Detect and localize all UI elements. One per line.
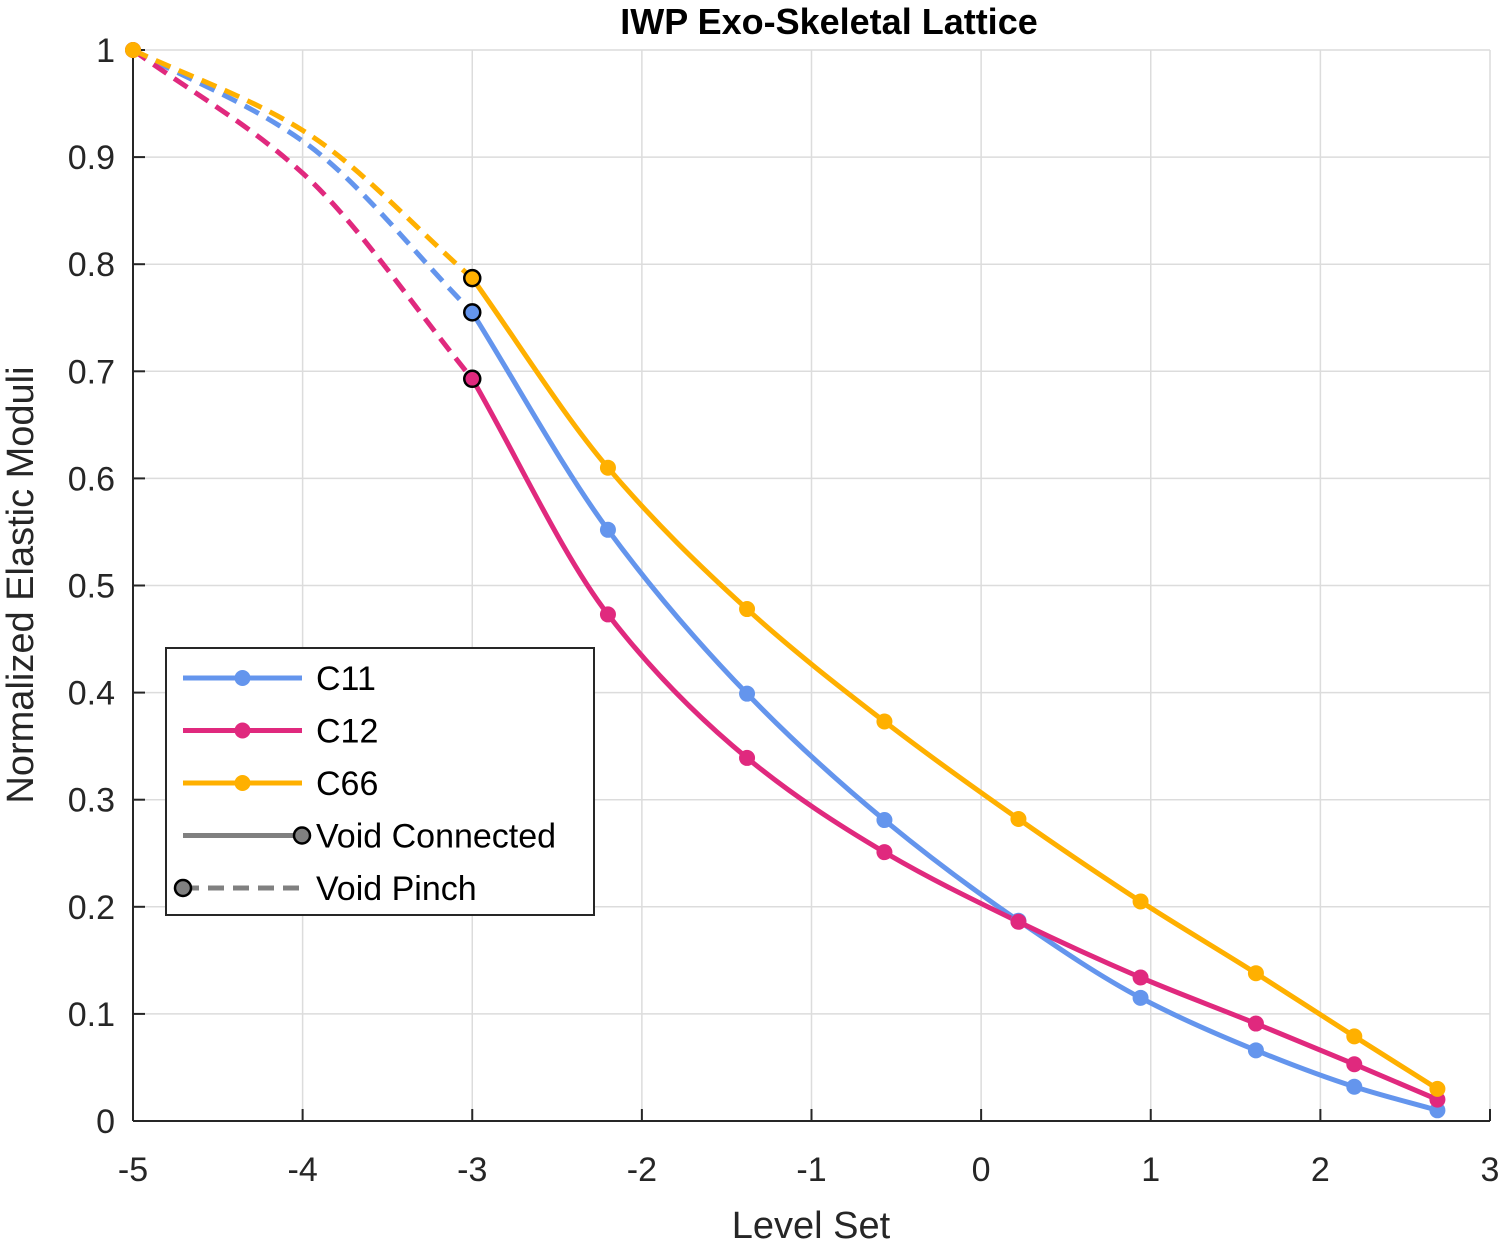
series-c66-point bbox=[1429, 1080, 1446, 1097]
series-c11-point bbox=[876, 812, 893, 829]
x-tick-label: -3 bbox=[457, 1151, 487, 1189]
axes bbox=[132, 49, 1491, 1122]
series-c12-point bbox=[739, 749, 756, 766]
series-c66-transition-point bbox=[463, 268, 482, 288]
series-c11-transition-point bbox=[463, 303, 482, 322]
legend-label: Void Connected bbox=[316, 818, 556, 856]
series-c66-point bbox=[125, 42, 141, 58]
series-c11-point bbox=[1247, 1042, 1264, 1059]
legend-marker bbox=[234, 775, 251, 791]
series-c66-connected-line bbox=[470, 276, 1439, 1091]
series-c66-point bbox=[1010, 810, 1027, 827]
y-tick-label: 1 bbox=[96, 32, 115, 70]
legend-item-c12: C12 bbox=[183, 713, 378, 751]
series-c12-connected-line bbox=[470, 377, 1439, 1102]
series-c12-markers bbox=[125, 42, 1446, 1108]
series-c66 bbox=[131, 47, 1439, 1091]
legend-item-c66: C66 bbox=[183, 765, 378, 803]
series-c66-markers bbox=[125, 42, 1446, 1097]
chart-title: IWP Exo-Skeletal Lattice bbox=[620, 1, 1037, 42]
series-lines bbox=[125, 42, 1446, 1119]
series-c11-point bbox=[739, 685, 756, 702]
legend-marker bbox=[234, 670, 251, 686]
legend-marker bbox=[292, 826, 312, 845]
legend-item-void-pinch: Void Pinch bbox=[173, 870, 477, 908]
y-tick-label: 0.5 bbox=[68, 568, 115, 606]
x-tick-label: 0 bbox=[972, 1151, 991, 1189]
y-tick-label: 0.1 bbox=[68, 996, 115, 1034]
series-c66-point bbox=[876, 713, 893, 730]
series-c12-transition-point bbox=[463, 369, 482, 389]
y-tick-label: 0.7 bbox=[68, 353, 115, 391]
x-tick-label: -2 bbox=[627, 1151, 657, 1189]
series-c11-point bbox=[599, 521, 616, 538]
series-c11-connected-line bbox=[470, 311, 1439, 1113]
series-c66-point bbox=[1132, 893, 1149, 910]
x-tick-label: 2 bbox=[1311, 1151, 1330, 1189]
legend-marker bbox=[173, 878, 193, 898]
legend-label: C66 bbox=[316, 765, 378, 803]
series-c66-point bbox=[599, 459, 616, 476]
series-c11-point bbox=[1346, 1078, 1363, 1095]
series-c11 bbox=[131, 47, 1439, 1113]
y-tick-label: 0.4 bbox=[68, 675, 115, 713]
series-c66-pinch-line bbox=[131, 47, 474, 281]
legend-label: Void Pinch bbox=[316, 870, 477, 908]
series-c12-point bbox=[1132, 969, 1149, 986]
y-axis-label: Normalized Elastic Moduli bbox=[0, 366, 42, 803]
series-c11-point bbox=[1132, 989, 1149, 1006]
series-c66-point bbox=[1346, 1028, 1363, 1045]
x-tick-label: -1 bbox=[796, 1151, 826, 1189]
series-c12-point bbox=[1247, 1015, 1264, 1032]
series-c12-point bbox=[599, 606, 616, 623]
x-tick-label: 3 bbox=[1481, 1151, 1500, 1189]
series-c12 bbox=[131, 47, 1439, 1102]
series-c11-pinch-line bbox=[131, 47, 475, 315]
x-tick-label: 1 bbox=[1141, 1151, 1160, 1189]
tick-labels: -5 -4 -3 -2 -1 0 1 2 3 0 0.1 0.2 0.3 0.4 0.5 0.6 0.7 0.8 0… bbox=[68, 32, 1500, 1189]
y-tick-label: 0.2 bbox=[68, 889, 115, 927]
series-c66-point bbox=[739, 601, 756, 618]
series-c12-point bbox=[876, 844, 893, 861]
series-c12-pinch-line bbox=[131, 47, 475, 381]
legend-item-void-connected: Void Connected bbox=[183, 818, 556, 856]
series-c12-point bbox=[1010, 913, 1027, 930]
y-tick-label: 0.9 bbox=[68, 139, 115, 177]
x-tick-label: -4 bbox=[288, 1151, 318, 1189]
legend-item-c11: C11 bbox=[183, 660, 376, 698]
series-c11-markers bbox=[125, 42, 1446, 1119]
y-tick-label: 0.8 bbox=[68, 246, 115, 284]
x-tick-label: -5 bbox=[118, 1151, 148, 1189]
series-c66-point bbox=[1247, 965, 1264, 982]
legend-label: C11 bbox=[316, 660, 376, 698]
legend-marker bbox=[234, 722, 251, 739]
y-tick-label: 0 bbox=[96, 1103, 115, 1141]
y-tick-label: 0.6 bbox=[68, 460, 115, 498]
series-c12-point bbox=[1346, 1056, 1363, 1073]
y-tick-label: 0.3 bbox=[68, 782, 115, 820]
x-axis-label: Level Set bbox=[732, 1205, 891, 1244]
legend-label: C12 bbox=[316, 713, 378, 751]
legend: C11 C12 C66 Void Connected Void Pinch bbox=[165, 647, 595, 916]
